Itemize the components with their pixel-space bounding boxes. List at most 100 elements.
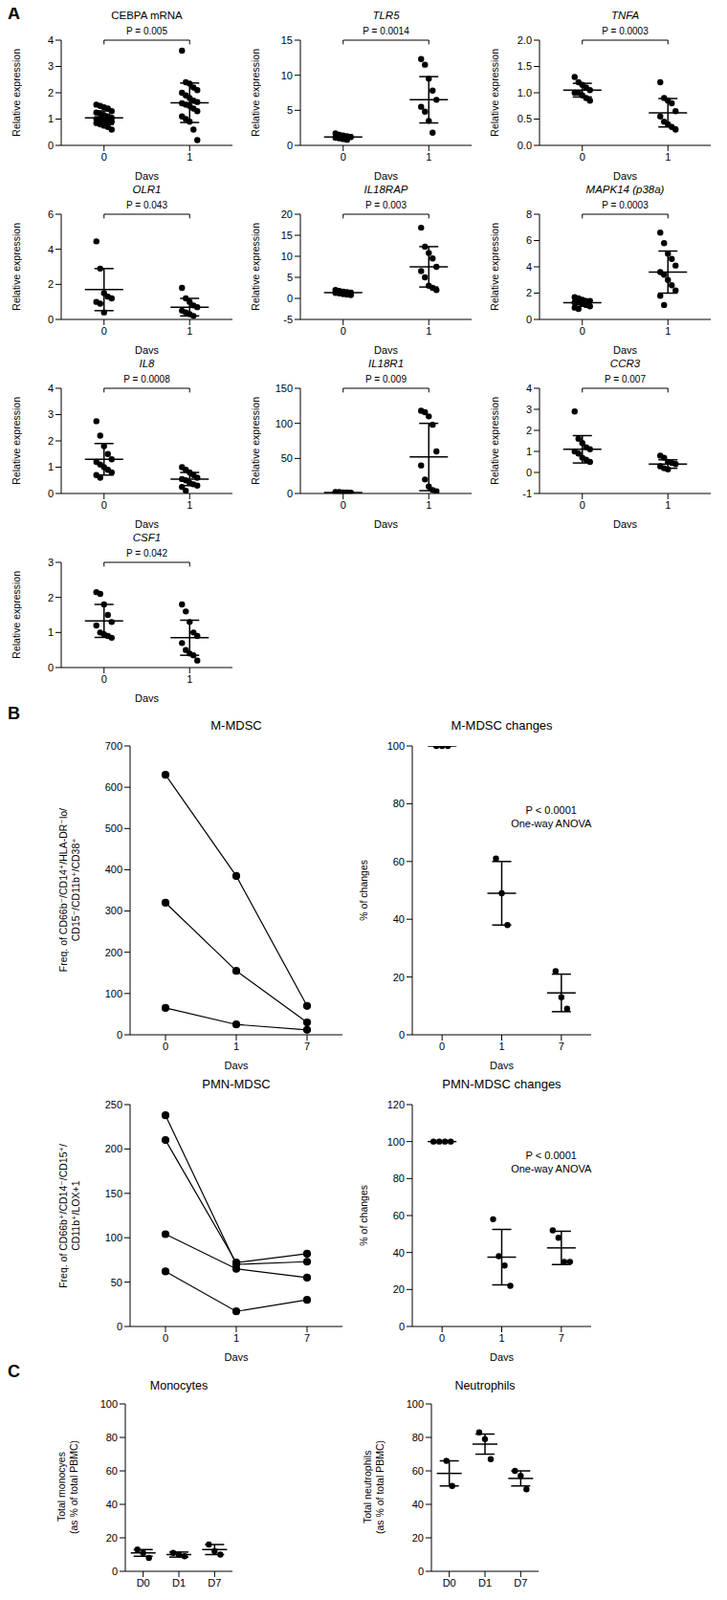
svg-text:2: 2 (47, 87, 54, 99)
svg-text:40: 40 (393, 1247, 405, 1259)
svg-text:2: 2 (47, 278, 54, 290)
svg-text:20: 20 (412, 1532, 424, 1544)
svg-text:40: 40 (106, 1498, 118, 1511)
svg-text:0: 0 (162, 1040, 169, 1053)
svg-text:6: 6 (47, 208, 54, 221)
svg-text:1: 1 (233, 1332, 240, 1344)
svg-text:50: 50 (281, 452, 293, 464)
svg-text:7: 7 (304, 1332, 310, 1344)
svg-text:15: 15 (281, 34, 293, 46)
svg-text:0: 0 (47, 487, 54, 500)
svg-text:0.0: 0.0 (517, 139, 532, 152)
svg-text:D1: D1 (478, 1577, 492, 1589)
svg-text:50: 50 (110, 1277, 123, 1289)
svg-text:Days: Days (374, 518, 399, 529)
svg-text:Days: Days (134, 518, 160, 529)
svg-text:1: 1 (47, 112, 54, 125)
svg-text:3: 3 (47, 60, 54, 72)
svg-text:-5: -5 (283, 313, 293, 326)
svg-text:4: 4 (47, 34, 54, 46)
svg-text:Days: Days (223, 1059, 249, 1070)
svg-text:7: 7 (558, 1332, 565, 1344)
svg-text:0: 0 (101, 325, 108, 337)
svg-text:80: 80 (106, 1431, 118, 1444)
svg-text:D1: D1 (172, 1577, 186, 1589)
svg-text:4: 4 (526, 261, 532, 273)
svg-text:100: 100 (275, 418, 293, 430)
svg-text:80: 80 (393, 797, 405, 810)
svg-text:1: 1 (47, 461, 54, 473)
svg-text:D7: D7 (513, 1577, 528, 1589)
svg-text:100: 100 (100, 1398, 118, 1410)
svg-text:D7: D7 (207, 1577, 221, 1589)
svg-text:D0: D0 (442, 1577, 457, 1589)
svg-text:0: 0 (579, 325, 586, 337)
svg-text:100: 100 (387, 740, 405, 752)
svg-text:7: 7 (558, 1040, 565, 1053)
svg-text:0: 0 (101, 499, 108, 511)
svg-text:600: 600 (105, 781, 123, 794)
svg-text:60: 60 (393, 856, 405, 868)
svg-text:20: 20 (106, 1532, 118, 1544)
svg-text:0: 0 (526, 466, 532, 479)
svg-text:8: 8 (526, 208, 532, 221)
svg-text:1: 1 (425, 325, 432, 337)
svg-text:0: 0 (116, 1029, 123, 1041)
svg-text:0: 0 (47, 661, 54, 674)
svg-text:1: 1 (526, 445, 532, 458)
svg-text:300: 300 (105, 904, 123, 917)
svg-text:5: 5 (286, 271, 293, 284)
svg-text:400: 400 (105, 863, 123, 876)
svg-text:5: 5 (286, 104, 293, 116)
svg-text:7: 7 (304, 1040, 310, 1053)
svg-text:0.5: 0.5 (517, 112, 532, 125)
svg-text:3: 3 (526, 403, 532, 416)
svg-text:Days: Days (613, 518, 639, 529)
svg-text:20: 20 (393, 1283, 405, 1296)
svg-text:200: 200 (105, 947, 123, 959)
svg-text:0: 0 (340, 151, 347, 163)
svg-text:Days: Days (374, 170, 399, 180)
svg-text:1.0: 1.0 (517, 87, 532, 99)
svg-text:0: 0 (286, 292, 293, 305)
svg-text:0: 0 (101, 673, 108, 685)
svg-text:4: 4 (47, 382, 54, 395)
svg-text:1: 1 (186, 673, 193, 685)
svg-text:0: 0 (439, 1040, 445, 1053)
svg-text:Days: Days (374, 344, 399, 354)
svg-text:1: 1 (186, 499, 193, 511)
svg-text:20: 20 (393, 971, 405, 984)
svg-text:4: 4 (47, 243, 54, 256)
svg-text:1: 1 (425, 499, 432, 511)
svg-text:40: 40 (412, 1498, 424, 1511)
svg-text:100: 100 (105, 988, 123, 1000)
svg-text:60: 60 (412, 1465, 424, 1477)
svg-text:1: 1 (233, 1040, 240, 1053)
svg-text:1: 1 (664, 499, 671, 511)
svg-text:15: 15 (281, 229, 293, 242)
svg-text:Days: Days (223, 1351, 249, 1362)
svg-text:1.5: 1.5 (517, 60, 532, 72)
svg-text:0: 0 (579, 499, 586, 511)
svg-text:4: 4 (526, 382, 532, 395)
svg-text:0: 0 (286, 487, 293, 500)
svg-text:1: 1 (186, 151, 193, 163)
svg-text:250: 250 (105, 1099, 123, 1111)
svg-text:0: 0 (398, 1029, 405, 1041)
svg-text:1: 1 (47, 626, 54, 639)
svg-text:-1: -1 (522, 487, 532, 500)
svg-text:100: 100 (387, 1136, 405, 1148)
svg-text:1: 1 (664, 325, 671, 337)
svg-text:3: 3 (47, 556, 54, 569)
svg-text:1: 1 (425, 151, 432, 163)
svg-text:Days: Days (489, 1059, 515, 1070)
svg-text:0: 0 (439, 1332, 445, 1344)
svg-text:100: 100 (406, 1398, 424, 1410)
svg-text:500: 500 (105, 822, 123, 835)
svg-text:0: 0 (162, 1332, 169, 1344)
svg-text:200: 200 (105, 1143, 123, 1155)
svg-text:2.0: 2.0 (517, 34, 532, 46)
svg-text:Days: Days (134, 344, 160, 354)
svg-text:1: 1 (186, 325, 193, 337)
svg-text:1: 1 (498, 1332, 505, 1344)
